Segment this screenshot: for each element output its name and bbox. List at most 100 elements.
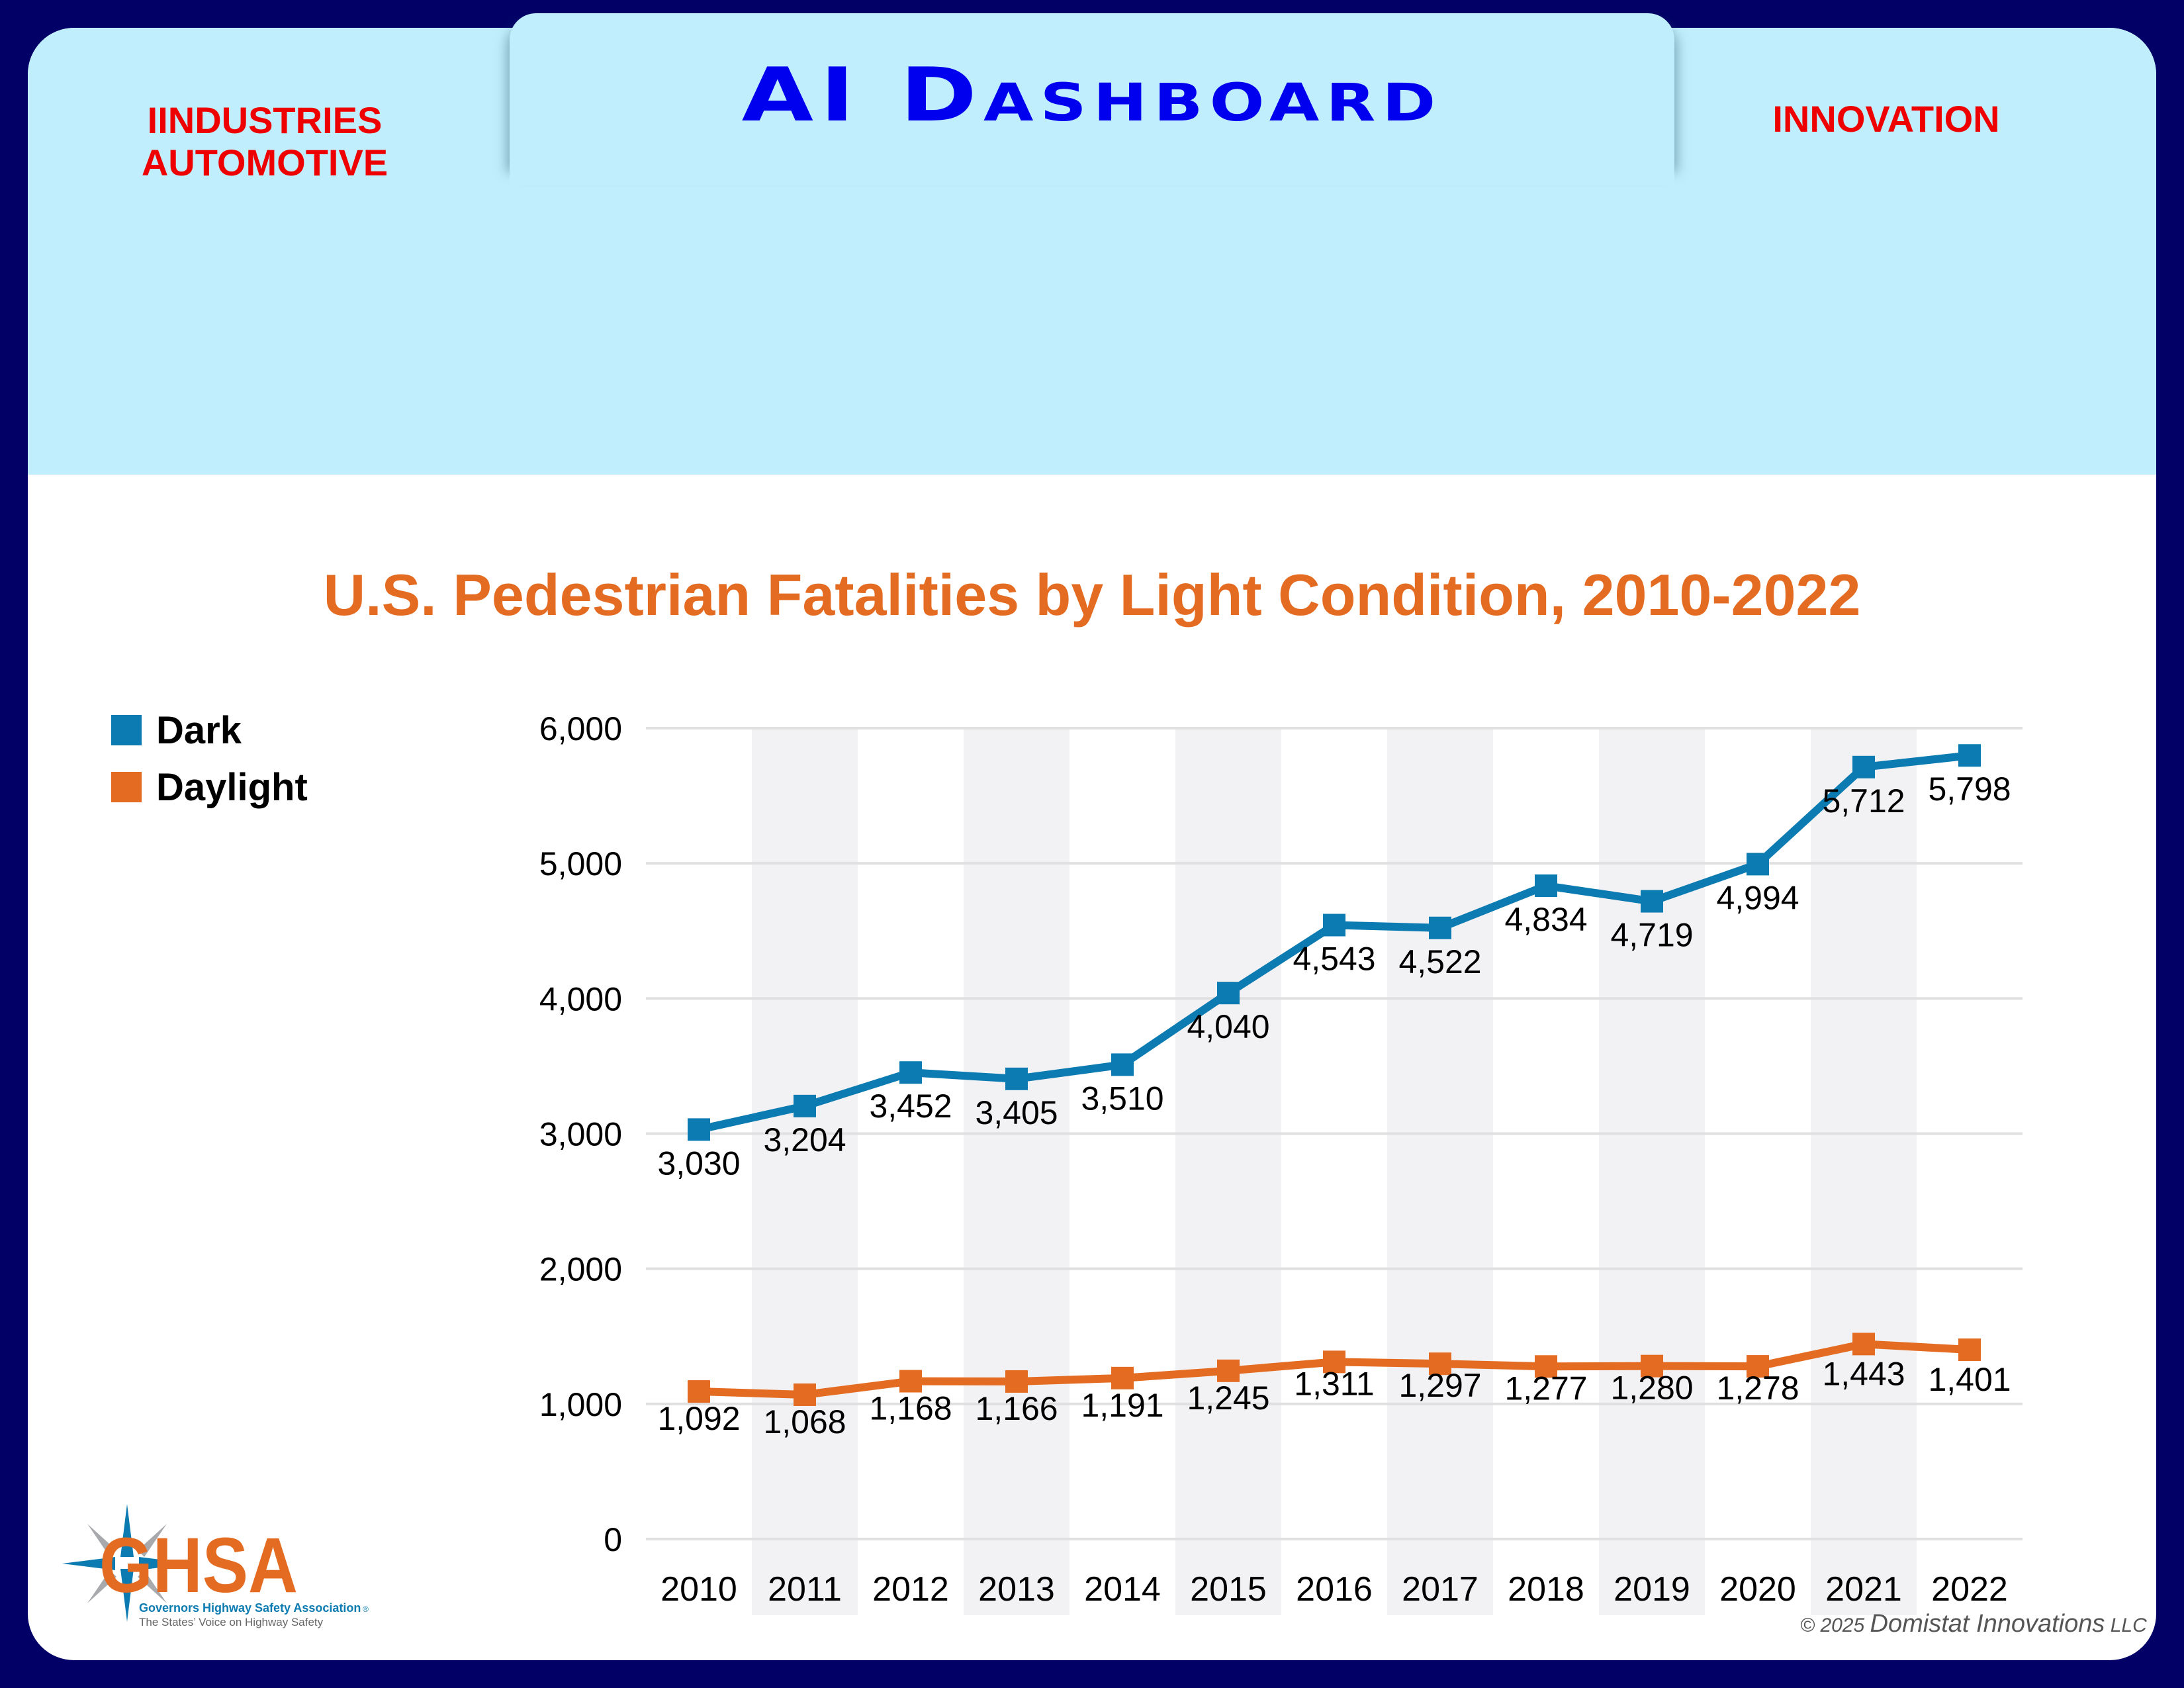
data-label-dark-2016: 4,543 (1293, 940, 1375, 977)
legend-swatch-dark (111, 715, 142, 745)
marker-dark-2018 (1535, 874, 1557, 898)
column-band-2017 (1387, 728, 1493, 1615)
marker-daylight-2010 (688, 1380, 710, 1403)
marker-daylight-2022 (1958, 1338, 1981, 1361)
marker-daylight-2015 (1217, 1359, 1240, 1382)
marker-daylight-2012 (899, 1370, 922, 1393)
compass-star-icon (62, 1504, 192, 1622)
x-tick-label: 2021 (1825, 1570, 1902, 1609)
logo-letters: GHSA (99, 1522, 298, 1609)
copyright-prefix: © 2025 (1800, 1615, 1865, 1636)
column-band-2015 (1175, 728, 1281, 1615)
logo-org-name: Governors Highway Safety Association (139, 1601, 361, 1615)
legend-swatch-daylight (111, 772, 142, 802)
data-label-dark-2010: 3,030 (657, 1145, 740, 1182)
ghsa-logo: GHSA Governors Highway Safety Associatio… (60, 1503, 404, 1648)
y-tick-label: 5,000 (539, 845, 622, 882)
y-axis-tick-labels: 0 1,000 2,000 3,000 4,000 5,000 6,000 (539, 710, 622, 1558)
data-label-daylight-2019: 1,280 (1610, 1370, 1693, 1407)
marker-dark-2010 (688, 1118, 710, 1141)
marker-daylight-2011 (794, 1383, 816, 1406)
marker-daylight-2021 (1852, 1333, 1875, 1356)
marker-daylight-2017 (1429, 1352, 1451, 1376)
marker-dark-2014 (1111, 1053, 1134, 1076)
data-label-dark-2012: 3,452 (869, 1088, 952, 1125)
data-label-daylight-2012: 1,168 (869, 1390, 952, 1427)
industry-label-line1: IINDUSTRIES (147, 99, 383, 141)
column-band-2011 (752, 728, 858, 1615)
industry-label: IINDUSTRIES AUTOMOTIVE (99, 99, 430, 184)
column-band-2019 (1599, 728, 1705, 1615)
data-labels: 3,030 3,204 3,452 3,405 3,510 4,040 4,543 4,522… (657, 771, 2011, 1440)
data-label-dark-2015: 4,040 (1187, 1008, 1269, 1045)
data-label-dark-2018: 4,834 (1504, 901, 1587, 938)
legend-item-dark: Dark (111, 702, 308, 759)
x-tick-label: 2012 (872, 1570, 949, 1609)
data-label-daylight-2018: 1,277 (1504, 1370, 1587, 1407)
data-label-daylight-2011: 1,068 (763, 1403, 846, 1440)
marker-daylight-2013 (1005, 1370, 1028, 1393)
copyright-notice: © 2025 Domistat Innovations LLC (1800, 1610, 2147, 1638)
copyright-company: Domistat Innovations (1870, 1610, 2105, 1638)
marker-dark-2016 (1323, 914, 1345, 937)
x-tick-label: 2020 (1719, 1570, 1796, 1609)
x-tick-label: 2014 (1084, 1570, 1161, 1609)
y-tick-label: 0 (604, 1521, 622, 1558)
x-tick-label: 2011 (768, 1570, 842, 1609)
dashboard-card (28, 28, 2156, 1660)
logo-registered-mark: ® (363, 1605, 369, 1614)
series-lines (698, 751, 1970, 1399)
marker-dark-2020 (1747, 853, 1769, 876)
data-label-dark-2017: 4,522 (1398, 943, 1481, 980)
data-label-daylight-2015: 1,245 (1187, 1380, 1269, 1417)
x-tick-label: 2013 (978, 1570, 1055, 1609)
y-tick-label: 1,000 (539, 1386, 622, 1423)
x-axis-tick-labels: 2010 2011 2012 2013 2014 2015 2016 2017 2018 2019… (660, 1570, 2008, 1609)
marker-dark-2015 (1217, 982, 1240, 1005)
data-label-daylight-2016: 1,311 (1294, 1365, 1374, 1402)
data-label-dark-2019: 4,719 (1610, 917, 1693, 954)
y-tick-label: 4,000 (539, 980, 622, 1017)
marker-dark-2012 (899, 1061, 922, 1084)
data-label-daylight-2020: 1,278 (1716, 1370, 1799, 1407)
legend-item-daylight: Daylight (111, 759, 308, 816)
data-label-daylight-2017: 1,297 (1398, 1367, 1481, 1404)
chart-title: U.S. Pedestrian Fatalities by Light Cond… (323, 562, 1861, 628)
marker-daylight-2016 (1323, 1350, 1345, 1374)
data-label-dark-2021: 5,712 (1822, 782, 1905, 820)
marker-daylight-2020 (1747, 1355, 1769, 1378)
x-tick-label: 2018 (1508, 1570, 1584, 1609)
x-tick-label: 2017 (1402, 1570, 1479, 1609)
category-label: INNOVATION (1772, 98, 2000, 140)
marker-daylight-2014 (1111, 1366, 1134, 1389)
data-label-dark-2022: 5,798 (1928, 771, 2011, 808)
series-markers (688, 744, 1981, 1406)
data-label-dark-2013: 3,405 (975, 1094, 1058, 1131)
data-label-daylight-2013: 1,166 (975, 1390, 1058, 1427)
x-tick-label: 2019 (1614, 1570, 1690, 1609)
data-label-daylight-2022: 1,401 (1928, 1361, 2011, 1398)
marker-dark-2019 (1641, 890, 1663, 913)
data-label-dark-2011: 3,204 (763, 1121, 846, 1158)
marker-dark-2011 (794, 1094, 816, 1117)
gridlines (646, 727, 2023, 1540)
x-tick-label: 2010 (660, 1570, 737, 1609)
data-label-daylight-2010: 1,092 (657, 1400, 740, 1437)
x-tick-label: 2015 (1190, 1570, 1267, 1609)
marker-daylight-2018 (1535, 1355, 1557, 1378)
marker-dark-2017 (1429, 916, 1451, 939)
y-tick-label: 2,000 (539, 1251, 622, 1288)
data-label-dark-2014: 3,510 (1081, 1080, 1163, 1117)
marker-dark-2022 (1958, 744, 1981, 767)
app-title: AI Dashboard (741, 52, 1443, 138)
y-tick-label: 6,000 (539, 710, 622, 747)
data-label-daylight-2014: 1,191 (1081, 1387, 1163, 1424)
legend-label-dark: Dark (156, 708, 242, 752)
chart-legend: Dark Daylight (111, 702, 308, 816)
marker-daylight-2019 (1641, 1354, 1663, 1378)
legend-label-daylight: Daylight (156, 765, 308, 809)
y-tick-label: 3,000 (539, 1116, 622, 1153)
copyright-suffix: LLC (2110, 1615, 2147, 1636)
marker-dark-2013 (1005, 1067, 1028, 1090)
